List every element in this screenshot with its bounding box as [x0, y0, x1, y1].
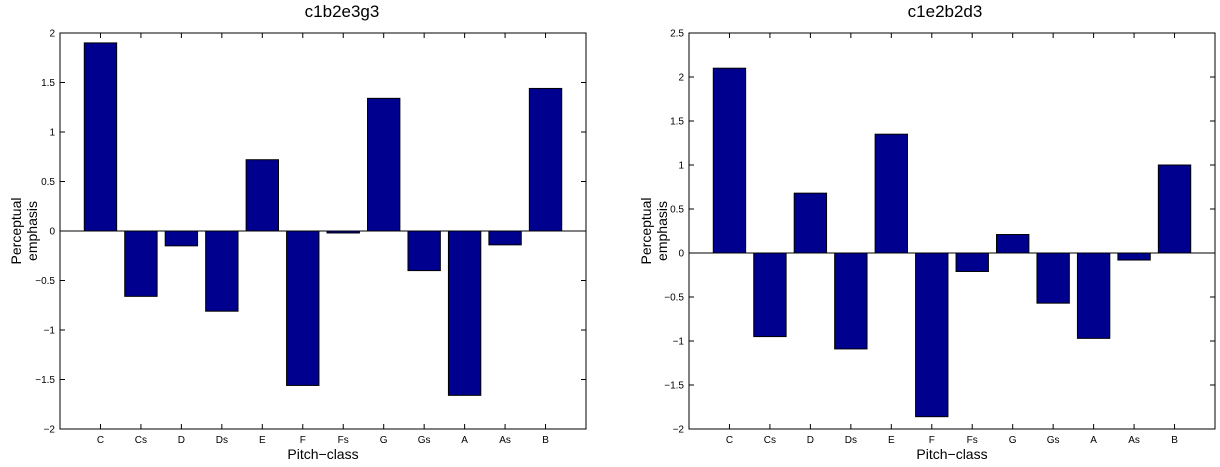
chart-left-xtick-label-Ds: Ds: [216, 435, 228, 446]
chart-right-ytick-label: −1: [673, 337, 685, 348]
chart-right-bars: [712, 67, 1192, 418]
chart-left-xtick-label-As: As: [499, 435, 511, 446]
chart-left-ytick-label: 1.5: [41, 78, 55, 89]
chart-right-ylabel-line-2: emphasis: [654, 201, 670, 261]
chart-right-ytick-label: 0: [678, 249, 684, 260]
chart-left-xtick-label-B: B: [542, 435, 549, 446]
chart-left-bar-C: [83, 42, 118, 232]
chart-right-xtick-label-D: D: [807, 435, 814, 446]
chart-right-x-ticks: C Cs D Ds E F Fs G Gs A As B: [726, 33, 1178, 446]
chart-left-ytick-label: 1: [49, 128, 55, 139]
chart-left-ytick-label: −2: [44, 425, 56, 436]
chart-right-xtick-label-B: B: [1171, 435, 1178, 446]
chart-right-ytick-label: 2: [678, 73, 684, 84]
chart-left-xtick-label-F: F: [300, 435, 306, 446]
chart-right-ylabel-line-1: Perceptual: [638, 198, 654, 265]
chart-left-xtick-label-Gs: Gs: [418, 435, 431, 446]
chart-left-xtick-label-Cs: Cs: [135, 435, 147, 446]
chart-right-ytick-label: −2: [673, 425, 685, 436]
chart-right-ytick-label: 0.5: [670, 205, 684, 216]
chart-right-xtick-label-As: As: [1128, 435, 1140, 446]
chart-right-bar-As: [1117, 252, 1151, 261]
chart-left-bar-A: [447, 230, 482, 396]
chart-left-bar-As: [488, 230, 522, 246]
chart-left-xtick-label-E: E: [259, 435, 266, 446]
chart-left-bar-Ds: [205, 230, 239, 312]
chart-left-xlabel: Pitch−class: [287, 446, 358, 462]
chart-left-xtick-label-A: A: [461, 435, 468, 446]
chart-right-xtick-label-C: C: [726, 435, 733, 446]
chart-right-ytick-label: 1.5: [670, 117, 684, 128]
chart-left-ytick-label: −0.5: [35, 276, 55, 287]
chart-right-ytick-label: 1: [678, 161, 684, 172]
chart-left-ytick-label: −1: [44, 326, 56, 337]
chart-right-xtick-label-Fs: Fs: [967, 435, 978, 446]
chart-right-xtick-label-A: A: [1090, 435, 1097, 446]
chart-right-bar-E: [874, 133, 908, 254]
chart-left-xtick-label-D: D: [178, 435, 185, 446]
chart-left-ytick-label: 0: [49, 227, 55, 238]
chart-right-bar-B: [1157, 164, 1192, 254]
chart-left-ytick-label: −1.5: [35, 375, 55, 386]
chart-left-x-ticks: C Cs D Ds E F Fs G Gs A As B: [97, 33, 549, 446]
chart-right-xtick-label-Ds: Ds: [845, 435, 857, 446]
chart-left: c1b2e3g3 −2 −1.5 −1 −0.5 0 0.5 1 1.5 2 C Cs D Ds E F F…: [8, 2, 587, 462]
chart-right-bar-Cs: [753, 252, 787, 338]
chart-left-ytick-label: 2: [49, 29, 55, 40]
chart-right-xtick-label-Gs: Gs: [1047, 435, 1060, 446]
chart-right-ytick-label: 2.5: [670, 29, 684, 40]
chart-left-xtick-label-G: G: [380, 435, 388, 446]
chart-left-xtick-label-C: C: [97, 435, 104, 446]
chart-left-bar-E: [245, 159, 279, 232]
chart-left-bar-Gs: [407, 230, 441, 272]
chart-left-bar-F: [286, 230, 320, 386]
chart-right-bar-Gs: [1036, 252, 1070, 304]
chart-right-bar-C: [712, 67, 747, 254]
chart-left-ytick-label: 0.5: [41, 177, 55, 188]
chart-left-title: c1b2e3g3: [305, 2, 380, 21]
chart-left-bar-Cs: [124, 230, 158, 297]
chart-left-xtick-label-Fs: Fs: [338, 435, 349, 446]
chart-right-plot-area: [688, 32, 1216, 430]
chart-right-xlabel: Pitch−class: [916, 446, 987, 462]
chart-right-bar-Fs: [955, 252, 989, 272]
chart-right-xtick-label-Cs: Cs: [764, 435, 776, 446]
chart-right-xtick-label-E: E: [888, 435, 895, 446]
chart-left-ylabel-line-1: Perceptual: [8, 198, 24, 265]
chart-right: c1e2b2d3 −2 −1.5 −1 −0.5 0 0.5 1 1.5 2 2.5 C Cs D Ds…: [638, 2, 1216, 462]
chart-right-ytick-label: −0.5: [664, 293, 684, 304]
chart-right-bar-A: [1076, 252, 1111, 339]
chart-right-bar-G: [996, 234, 1030, 254]
chart-right-bar-Ds: [834, 252, 868, 350]
chart-left-bar-D: [164, 230, 199, 247]
chart-right-title: c1e2b2d3: [908, 2, 983, 21]
chart-left-bar-G: [367, 97, 401, 232]
chart-left-bar-B: [528, 87, 563, 232]
chart-right-bar-D: [793, 192, 828, 254]
chart-left-ylabel-line-2: emphasis: [24, 201, 40, 261]
chart-right-bar-F: [915, 252, 949, 418]
chart-right-xtick-label-F: F: [929, 435, 935, 446]
chart-right-ytick-label: −1.5: [664, 381, 684, 392]
chart-right-y-ticks: −2 −1.5 −1 −0.5 0 0.5 1 1.5 2 2.5: [664, 29, 1215, 436]
chart-right-xtick-label-G: G: [1009, 435, 1017, 446]
chart-left-y-ticks: −2 −1.5 −1 −0.5 0 0.5 1 1.5 2: [35, 29, 586, 436]
